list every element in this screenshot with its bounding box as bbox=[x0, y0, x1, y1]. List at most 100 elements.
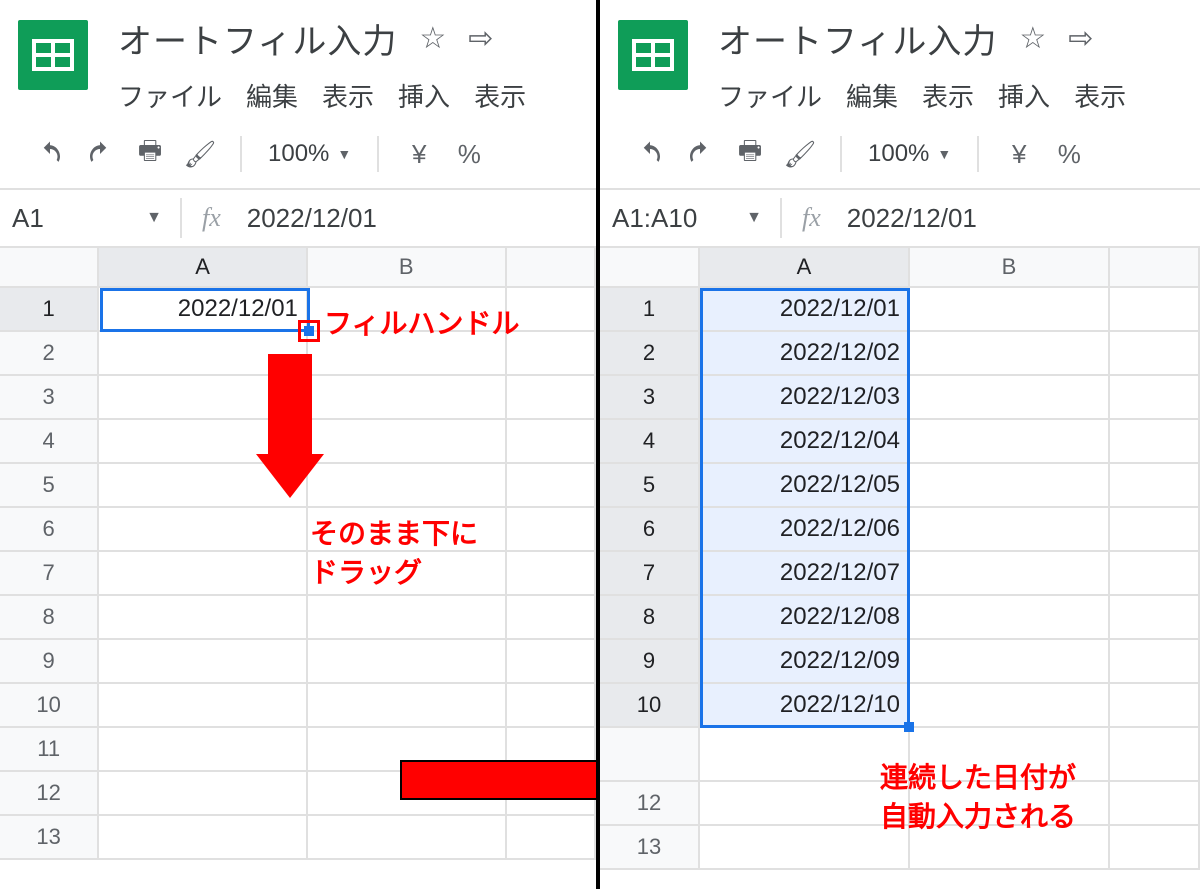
cell[interactable] bbox=[1110, 782, 1200, 826]
cell[interactable] bbox=[910, 640, 1110, 684]
row-header[interactable]: 4 bbox=[600, 420, 700, 464]
row-header[interactable]: 8 bbox=[0, 596, 99, 640]
cell[interactable] bbox=[1110, 728, 1200, 782]
cell[interactable] bbox=[1110, 640, 1200, 684]
column-header-c[interactable] bbox=[1110, 248, 1200, 288]
row-header[interactable]: 10 bbox=[600, 684, 700, 728]
row-header[interactable]: 8 bbox=[600, 596, 700, 640]
percent-button[interactable]: % bbox=[1049, 134, 1089, 174]
cell[interactable]: 2022/12/07 bbox=[700, 552, 910, 596]
menu-file[interactable]: ファイル bbox=[118, 77, 222, 114]
cell[interactable] bbox=[99, 816, 308, 860]
cell[interactable] bbox=[1110, 288, 1200, 332]
cell[interactable] bbox=[99, 640, 308, 684]
name-box[interactable]: A1:A10▼ bbox=[600, 203, 780, 234]
row-header[interactable]: 13 bbox=[0, 816, 99, 860]
undo-button[interactable] bbox=[30, 134, 70, 174]
cell[interactable] bbox=[507, 376, 596, 420]
zoom-dropdown[interactable]: 100%▼ bbox=[262, 140, 357, 168]
cell[interactable] bbox=[910, 684, 1110, 728]
column-header-a[interactable]: A bbox=[700, 248, 910, 288]
star-icon[interactable]: ☆ bbox=[1019, 21, 1046, 56]
cell[interactable] bbox=[308, 640, 507, 684]
cell[interactable] bbox=[1110, 596, 1200, 640]
row-header[interactable]: 10 bbox=[0, 684, 99, 728]
column-header-a[interactable]: A bbox=[99, 248, 308, 288]
paint-format-button[interactable]: 🖌 bbox=[180, 134, 220, 174]
fill-handle[interactable] bbox=[904, 722, 914, 732]
cell[interactable]: 2022/12/05 bbox=[700, 464, 910, 508]
cell[interactable] bbox=[1110, 420, 1200, 464]
spreadsheet-grid[interactable]: A B 12022/12/0122022/12/0232022/12/03420… bbox=[600, 248, 1200, 870]
cell[interactable] bbox=[910, 420, 1110, 464]
row-header[interactable]: 9 bbox=[0, 640, 99, 684]
menu-insert[interactable]: 挿入 bbox=[998, 77, 1050, 114]
row-header[interactable]: 4 bbox=[0, 420, 99, 464]
print-button[interactable]: 🖶 bbox=[130, 134, 170, 174]
cell[interactable] bbox=[507, 508, 596, 552]
document-title[interactable]: オートフィル入力 bbox=[718, 14, 997, 63]
cell[interactable]: 2022/12/03 bbox=[700, 376, 910, 420]
row-header[interactable]: 2 bbox=[600, 332, 700, 376]
cell[interactable] bbox=[308, 376, 507, 420]
star-icon[interactable]: ☆ bbox=[419, 21, 446, 56]
name-box[interactable]: A1▼ bbox=[0, 203, 180, 234]
undo-button[interactable] bbox=[630, 134, 670, 174]
paint-format-button[interactable]: 🖌 bbox=[780, 134, 820, 174]
row-header[interactable]: 7 bbox=[600, 552, 700, 596]
cell[interactable]: 2022/12/01 bbox=[99, 288, 308, 332]
cell[interactable]: 2022/12/10 bbox=[700, 684, 910, 728]
document-title[interactable]: オートフィル入力 bbox=[118, 14, 397, 63]
cell[interactable]: 2022/12/01 bbox=[700, 288, 910, 332]
cell[interactable] bbox=[507, 640, 596, 684]
menu-format[interactable]: 表示 bbox=[474, 77, 526, 114]
currency-button[interactable]: ¥ bbox=[399, 134, 439, 174]
cell[interactable] bbox=[1110, 552, 1200, 596]
cell[interactable] bbox=[507, 816, 596, 860]
cell[interactable] bbox=[507, 420, 596, 464]
menu-insert[interactable]: 挿入 bbox=[398, 77, 450, 114]
cell[interactable]: 2022/12/04 bbox=[700, 420, 910, 464]
move-icon[interactable]: ⇨ bbox=[1068, 21, 1093, 56]
cell[interactable] bbox=[507, 288, 596, 332]
cell[interactable] bbox=[99, 684, 308, 728]
cell[interactable] bbox=[1110, 826, 1200, 870]
cell[interactable] bbox=[507, 464, 596, 508]
cell[interactable] bbox=[1110, 508, 1200, 552]
cell[interactable] bbox=[910, 596, 1110, 640]
formula-input[interactable]: 2022/12/01 bbox=[847, 203, 977, 234]
cell[interactable] bbox=[507, 332, 596, 376]
row-header[interactable]: 3 bbox=[0, 376, 99, 420]
row-header[interactable]: 12 bbox=[600, 782, 700, 826]
cell[interactable] bbox=[308, 464, 507, 508]
menu-edit[interactable]: 編集 bbox=[246, 77, 298, 114]
select-all-corner[interactable] bbox=[0, 248, 99, 288]
cell[interactable] bbox=[700, 782, 910, 826]
cell[interactable] bbox=[99, 552, 308, 596]
cell[interactable] bbox=[910, 332, 1110, 376]
cell[interactable] bbox=[308, 420, 507, 464]
cell[interactable]: 2022/12/09 bbox=[700, 640, 910, 684]
menu-edit[interactable]: 編集 bbox=[846, 77, 898, 114]
currency-button[interactable]: ¥ bbox=[999, 134, 1039, 174]
row-header[interactable]: 12 bbox=[0, 772, 99, 816]
cell[interactable]: 2022/12/06 bbox=[700, 508, 910, 552]
cell[interactable] bbox=[1110, 684, 1200, 728]
row-header[interactable]: 2 bbox=[0, 332, 99, 376]
select-all-corner[interactable] bbox=[600, 248, 700, 288]
cell[interactable] bbox=[700, 728, 910, 782]
row-header[interactable]: 7 bbox=[0, 552, 99, 596]
row-header[interactable]: 11 bbox=[0, 728, 99, 772]
cell[interactable] bbox=[507, 596, 596, 640]
row-header[interactable]: 1 bbox=[0, 288, 99, 332]
column-header-c[interactable] bbox=[507, 248, 596, 288]
cell[interactable] bbox=[1110, 332, 1200, 376]
cell[interactable] bbox=[910, 464, 1110, 508]
cell[interactable] bbox=[910, 288, 1110, 332]
cell[interactable] bbox=[308, 684, 507, 728]
row-header[interactable]: 5 bbox=[600, 464, 700, 508]
cell[interactable] bbox=[700, 826, 910, 870]
row-header[interactable]: 6 bbox=[0, 508, 99, 552]
cell[interactable] bbox=[99, 596, 308, 640]
redo-button[interactable] bbox=[80, 134, 120, 174]
